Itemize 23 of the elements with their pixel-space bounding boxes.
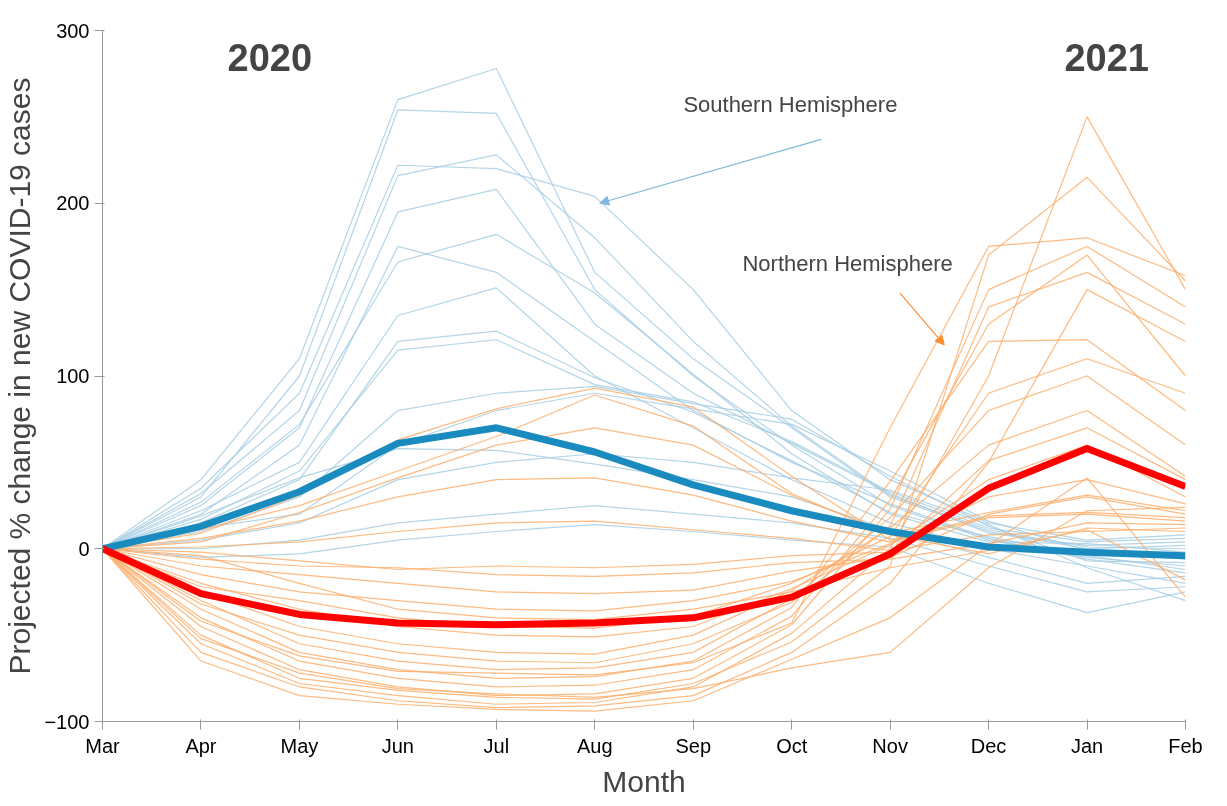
annotation: Northern Hemisphere [742, 250, 953, 276]
x-tick-label: May [280, 734, 319, 757]
annotation: Southern Hemisphere [683, 91, 898, 117]
y-tick-label: 300 [56, 19, 90, 42]
y-axis-title: Projected % change in new COVID-19 cases [3, 77, 37, 675]
x-axis-title: Month [602, 764, 686, 798]
x-tick-label: Jun [381, 734, 414, 757]
annotation: 2020 [227, 37, 313, 80]
x-tick-label: Feb [1168, 734, 1203, 757]
x-tick-label: Oct [776, 734, 808, 757]
x-tick-label: Jan [1070, 734, 1104, 757]
y-tick-label: −100 [44, 710, 90, 733]
x-tick-label: Mar [85, 734, 121, 757]
y-tick-label: 100 [56, 365, 90, 387]
y-tick-label: 0 [78, 537, 90, 560]
x-tick-label: Sep [675, 734, 712, 757]
y-tick-label: 200 [56, 192, 90, 215]
x-tick-label: Aug [576, 734, 613, 757]
x-tick-label: Dec [970, 734, 1007, 757]
annotation: 2021 [1064, 37, 1150, 80]
x-tick-label: Apr [185, 734, 217, 757]
x-tick-label: Jul [483, 734, 510, 757]
x-tick-label: Nov [872, 734, 908, 757]
